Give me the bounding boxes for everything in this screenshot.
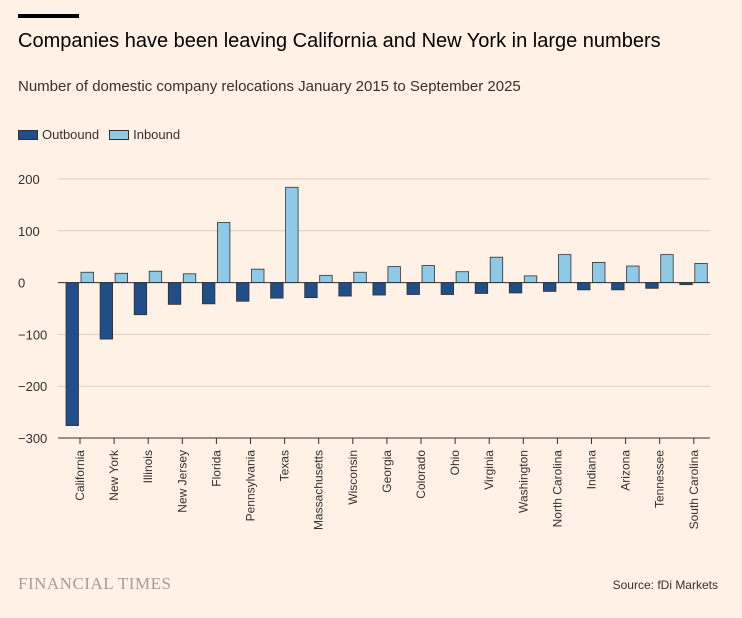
bar-outbound xyxy=(270,282,284,299)
bar-inbound xyxy=(694,263,708,283)
x-category-label: North Carolina xyxy=(550,450,564,528)
x-category-label: Washington xyxy=(516,450,530,513)
bar-outbound xyxy=(236,282,250,302)
y-tick-label: 200 xyxy=(18,172,40,187)
legend-inbound: Inbound xyxy=(109,127,180,142)
bar-outbound xyxy=(99,282,113,340)
y-tick-label: 0 xyxy=(18,276,25,291)
x-category-label: New Jersey xyxy=(175,450,189,513)
bar-outbound xyxy=(201,282,216,305)
chart-subtitle: Number of domestic company relocations J… xyxy=(18,78,521,95)
x-category-label: Pennsylvania xyxy=(244,450,258,522)
x-category-label: Indiana xyxy=(585,450,599,490)
bar-outbound xyxy=(338,282,352,297)
x-category-label: Georgia xyxy=(380,450,394,493)
bar-outbound xyxy=(372,282,386,296)
bar-inbound xyxy=(251,268,265,283)
bar-inbound xyxy=(660,254,674,284)
brand-logo: FINANCIAL TIMES xyxy=(18,574,172,593)
x-category-label: Arizona xyxy=(619,450,633,491)
bar-inbound xyxy=(285,186,299,283)
bar-inbound xyxy=(455,271,470,283)
x-category-label: New York xyxy=(107,449,121,501)
bar-inbound xyxy=(148,270,163,284)
bar-inbound xyxy=(592,261,606,284)
legend-outbound-swatch xyxy=(18,129,38,140)
x-category-label: Illinois xyxy=(141,450,155,483)
bar-outbound xyxy=(645,282,659,289)
x-category-label: Colorado xyxy=(414,450,428,499)
bar-inbound xyxy=(421,265,435,284)
x-category-label: Massachusetts xyxy=(312,450,326,530)
x-category-label: South Carolina xyxy=(687,450,701,530)
x-category-label: Texas xyxy=(278,450,292,481)
bar-outbound xyxy=(611,282,625,291)
bar-inbound xyxy=(216,222,231,283)
bar-outbound xyxy=(167,282,182,305)
bar-inbound xyxy=(353,271,367,283)
bar-inbound xyxy=(319,274,333,283)
bar-inbound xyxy=(182,273,197,284)
bar-inbound xyxy=(626,265,640,283)
y-tick-label: 100 xyxy=(18,224,40,239)
x-category-label: California xyxy=(73,450,87,501)
legend-inbound-label: Inbound xyxy=(133,127,181,142)
bar-outbound xyxy=(543,282,557,292)
bar-outbound xyxy=(406,282,420,295)
y-tick-label: −300 xyxy=(18,431,47,446)
bar-outbound xyxy=(577,282,591,291)
legend-inbound-swatch xyxy=(109,129,130,140)
bar-inbound xyxy=(489,256,504,283)
ft-top-rule xyxy=(18,14,79,18)
bar-outbound xyxy=(304,282,318,299)
bar-outbound xyxy=(508,282,523,294)
y-tick-label: −100 xyxy=(18,327,47,342)
y-tick-label: −200 xyxy=(18,379,47,394)
bar-outbound xyxy=(474,282,489,294)
bar-inbound xyxy=(387,266,401,283)
x-category-label: Wisconsin xyxy=(346,450,360,505)
x-category-label: Florida xyxy=(209,450,223,487)
bar-outbound xyxy=(65,282,79,426)
x-category-label: Virginia xyxy=(482,450,496,490)
x-category-label: Ohio xyxy=(448,450,462,476)
bar-outbound xyxy=(133,282,148,316)
bar-outbound xyxy=(440,282,455,295)
bar-inbound xyxy=(523,275,538,283)
x-category-label: Tennessee xyxy=(653,450,667,508)
source-note: Source: fDi Markets xyxy=(612,578,718,592)
legend-outbound-label: Outbound xyxy=(42,127,100,142)
bar-inbound xyxy=(114,272,128,284)
legend: Outbound Inbound xyxy=(18,127,190,142)
chart-title: Companies have been leaving California a… xyxy=(18,30,661,52)
bar-inbound xyxy=(558,254,572,284)
bar-inbound xyxy=(80,271,94,283)
legend-outbound: Outbound xyxy=(18,127,99,142)
